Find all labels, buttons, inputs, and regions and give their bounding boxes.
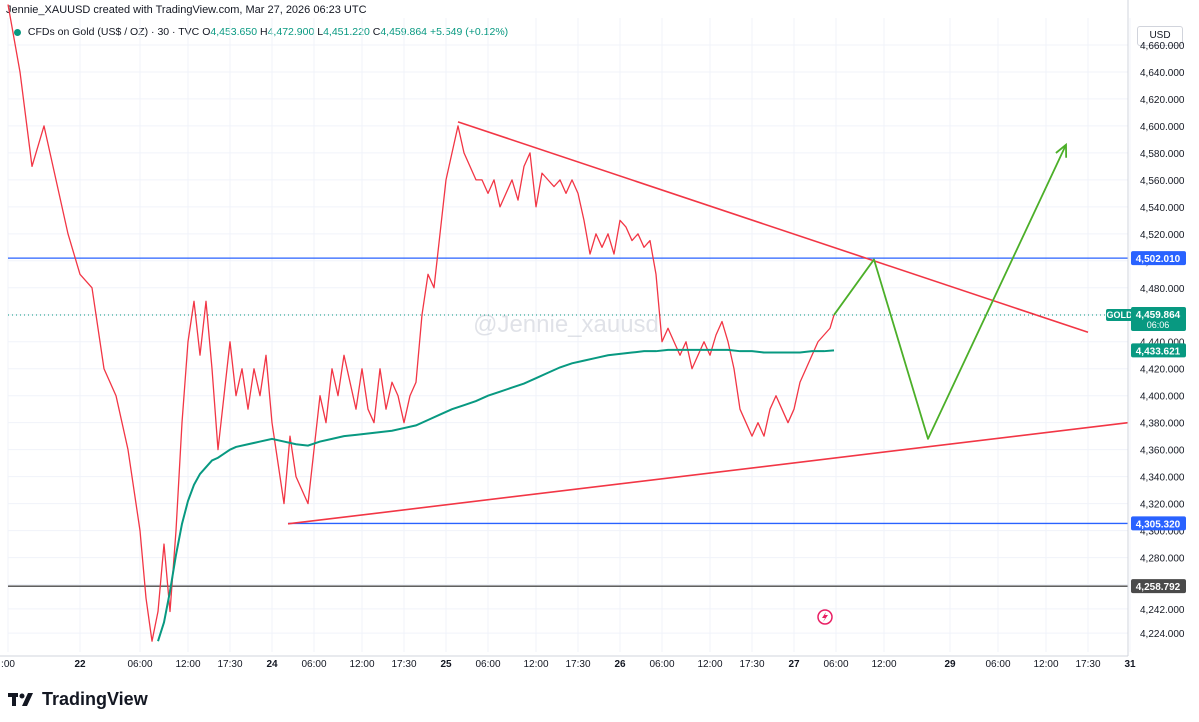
y-tick-label: 4,400.000: [1140, 392, 1185, 403]
price-label-text: 4,502.010: [1136, 254, 1181, 265]
change-value: +5.549 (+0.12%): [429, 26, 509, 38]
y-tick-label: 4,340.000: [1140, 473, 1185, 484]
x-tick-label: 25: [440, 659, 452, 670]
x-tick-label: 12:00: [871, 659, 896, 670]
x-tick-label: 06:00: [301, 659, 326, 670]
market-status-icon: [14, 28, 21, 36]
y-tick-label: 4,620.000: [1140, 95, 1185, 106]
x-tick-label: 17:30: [1075, 659, 1100, 670]
high-label: H: [260, 26, 268, 38]
x-tick-label: 12:00: [697, 659, 722, 670]
price-label-text: 4,305.320: [1136, 519, 1181, 530]
horizontal-levels: [8, 257, 1128, 587]
symbol-tag-box: [1106, 308, 1133, 321]
support-trendline: [287, 421, 1129, 525]
x-tick-label: 31: [1124, 659, 1136, 670]
x-tick-label: 17:30: [391, 659, 416, 670]
ema-series: [157, 348, 835, 642]
x-tick-label: 27: [788, 659, 800, 670]
x-tick-label: 12:00: [523, 659, 548, 670]
price-label-text: 4,433.621: [1136, 346, 1181, 357]
y-tick-label: 4,280.000: [1140, 554, 1185, 565]
y-tick-label: 4,520.000: [1140, 230, 1185, 241]
symbol-tag-text: GOLD: [1107, 310, 1133, 320]
resistance-trendline: [457, 121, 1089, 334]
y-tick-label: 4,580.000: [1140, 149, 1185, 160]
tradingview-logo-icon: [8, 693, 33, 706]
open-label: O: [202, 26, 211, 38]
x-tick-label: 22: [74, 659, 86, 670]
projection-arrowhead: [1055, 142, 1068, 158]
x-tick-label: 29: [944, 659, 956, 670]
price-label-text: 4,258.792: [1136, 582, 1181, 593]
price-label-box: [1131, 516, 1186, 531]
y-tick-label: 4,540.000: [1140, 203, 1185, 214]
footer-brand: TradingView: [42, 688, 148, 709]
y-tick-label: 4,242.000: [1140, 605, 1185, 616]
x-tick-label: 12:00: [175, 659, 200, 670]
low-value: 4,451.220: [323, 26, 370, 38]
grid: [7, 18, 1131, 652]
x-tick-label: 24: [266, 659, 278, 670]
y-tick-label: 4,380.000: [1140, 419, 1185, 430]
x-tick-label: 06:00: [127, 659, 152, 670]
trendlines: [287, 121, 1129, 525]
x-tick-label: 06:00: [985, 659, 1010, 670]
x-tick-label: 17:30: [565, 659, 590, 670]
price-label-box: [1131, 251, 1186, 266]
countdown-text: 06:06: [1147, 320, 1170, 330]
x-tick-label: 12:00: [349, 659, 374, 670]
x-tick-label: 12:00: [1033, 659, 1058, 670]
x-tick-label: 06:00: [649, 659, 674, 670]
open-value: 4,453.650: [210, 26, 258, 38]
footer: TradingView: [8, 688, 148, 710]
currency-button[interactable]: USD: [1137, 26, 1183, 46]
price-labels: 4,502.010 4,305.320 4,258.792 4,433.621 GOLD…: [1106, 251, 1186, 594]
x-tick-label: 17:30: [217, 659, 242, 670]
y-tick-label: 4,440.000: [1140, 338, 1185, 349]
x-tick-label: 26: [614, 659, 626, 670]
projection-path: [833, 144, 1067, 440]
price-label-box: [1131, 579, 1186, 594]
y-tick-label: 4,640.000: [1140, 68, 1185, 79]
current-price-box: [1131, 306, 1186, 331]
y-tick-label: 4,660.000: [1140, 41, 1185, 52]
chart-credit: Jennie_XAUUSD created with TradingView.c…: [6, 4, 367, 16]
x-tick-label: 17:30: [739, 659, 764, 670]
x-tick-label: :00: [1, 659, 15, 670]
y-tick-label: 4,224.000: [1140, 629, 1185, 640]
y-tick-label: 4,600.000: [1140, 122, 1185, 133]
price-line: [7, 4, 835, 642]
low-label: L: [317, 26, 324, 38]
price-series: [7, 4, 835, 642]
y-tick-label: 4,360.000: [1140, 446, 1185, 457]
y-tick-label: 4,320.000: [1140, 500, 1185, 511]
projection-series: [833, 142, 1068, 440]
y-tick-label: 4,480.000: [1140, 284, 1185, 295]
high-value: 4,472.900: [267, 26, 315, 38]
x-tick-label: 06:00: [475, 659, 500, 670]
close-label: C: [372, 26, 381, 38]
price-label-box: [1131, 343, 1186, 358]
y-tick-label: 4,560.000: [1140, 176, 1185, 187]
y-tick-label: 4,420.000: [1140, 365, 1185, 376]
y-tick-label: 4,300.000: [1140, 527, 1185, 538]
x-tick-label: 06:00: [823, 659, 848, 670]
current-price-text: 4,459.864: [1136, 310, 1181, 321]
lightning-icon[interactable]: [817, 609, 833, 625]
watermark: @Jennie_xauusd: [473, 311, 659, 338]
symbol-label: CFDs on Gold (US$ / OZ) · 30 · TVC: [27, 26, 200, 38]
ema-line: [157, 348, 835, 642]
